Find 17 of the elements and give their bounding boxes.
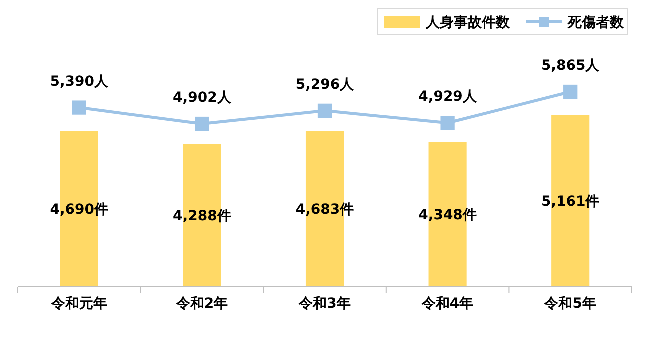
x-tick-label: 令和元年 <box>50 296 108 312</box>
data-label: 5,865人 <box>541 58 601 74</box>
x-tick-label: 令和4年 <box>420 296 474 312</box>
legend-label: 人身事故件数 <box>425 15 511 31</box>
data-label: 4,929人 <box>418 89 478 106</box>
point <box>440 116 455 130</box>
data-label: 5,296人 <box>296 76 356 93</box>
x-tick-label: 令和2年 <box>175 296 228 312</box>
x-tick-label: 令和3年 <box>298 296 351 312</box>
legend-label: 死傷者数 <box>567 15 625 31</box>
point <box>318 104 332 118</box>
point <box>72 100 86 115</box>
point <box>195 116 210 132</box>
x-tick-label: 令和5年 <box>544 296 596 312</box>
data-label: 5,390人 <box>50 74 110 90</box>
data-label: 4,902人 <box>173 90 232 106</box>
point <box>564 84 578 100</box>
